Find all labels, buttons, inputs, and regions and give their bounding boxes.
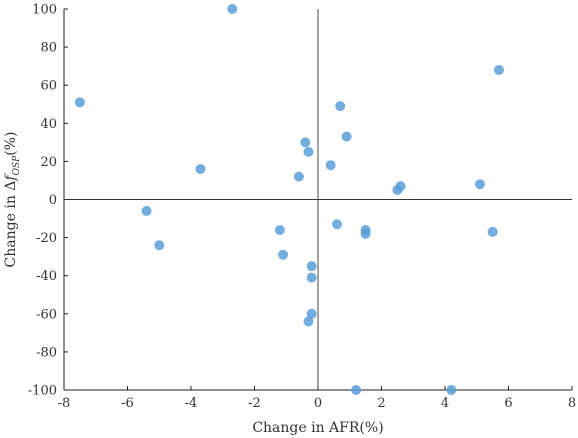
y-tick-label: 60 — [40, 79, 57, 94]
x-tick-label: 0 — [314, 396, 322, 411]
data-point — [195, 164, 206, 175]
x-tick-label: 2 — [377, 396, 385, 411]
y-tick-label: -20 — [36, 231, 57, 246]
data-point — [227, 4, 238, 14]
y-tick-label: -40 — [36, 269, 57, 284]
y-axis-label-subscript: OSP — [12, 155, 22, 176]
data-point — [306, 261, 317, 272]
data-point — [274, 224, 285, 235]
y-axis-label-prefix: Change in Δ — [3, 181, 19, 268]
data-point — [335, 101, 346, 112]
x-tick-label: 6 — [504, 396, 512, 411]
tick-labels: -8 -6 -4 -2 0 2 4 6 8100806040200-20-40-60-80-10… — [28, 3, 576, 412]
data-point — [332, 219, 343, 230]
data-point — [493, 64, 504, 75]
data-point — [74, 97, 85, 108]
reference-lines — [64, 9, 572, 390]
data-point — [306, 272, 317, 283]
data-point — [351, 385, 362, 395]
data-point — [278, 249, 289, 260]
y-tick-label: 80 — [40, 41, 57, 56]
data-point — [300, 137, 311, 148]
y-tick-label: 40 — [40, 117, 57, 132]
x-tick-label: -2 — [248, 396, 261, 411]
data-point — [341, 131, 352, 142]
data-point — [154, 240, 165, 251]
data-point — [395, 181, 406, 192]
x-tick-label: -4 — [185, 396, 198, 411]
y-tick-label: -60 — [36, 307, 57, 322]
y-tick-label: 100 — [32, 3, 57, 18]
data-point — [325, 160, 336, 171]
data-point — [303, 316, 314, 327]
x-tick-label: -8 — [58, 396, 71, 411]
x-tick-label: -6 — [121, 396, 134, 411]
y-axis-label-symbol: f — [3, 173, 19, 182]
data-point — [303, 146, 314, 157]
y-tick-label: 0 — [49, 193, 57, 208]
x-axis-label: Change in AFR(%) — [252, 420, 383, 436]
data-point — [360, 228, 371, 239]
data-point — [293, 171, 304, 182]
y-tick-label: -100 — [28, 384, 57, 399]
data-point — [141, 205, 152, 216]
data-point — [446, 385, 457, 395]
data-point — [474, 179, 485, 190]
data-point — [487, 226, 498, 237]
x-tick-label: 4 — [441, 396, 449, 411]
y-tick-label: -80 — [36, 345, 57, 360]
y-axis-label: Change in ΔfOSP(%) — [3, 132, 22, 268]
y-tick-label: 20 — [40, 155, 57, 170]
data-point — [306, 308, 317, 319]
x-tick-label: 8 — [568, 396, 576, 411]
data-points — [74, 4, 504, 395]
y-axis-label-suffix: (%) — [3, 132, 19, 156]
